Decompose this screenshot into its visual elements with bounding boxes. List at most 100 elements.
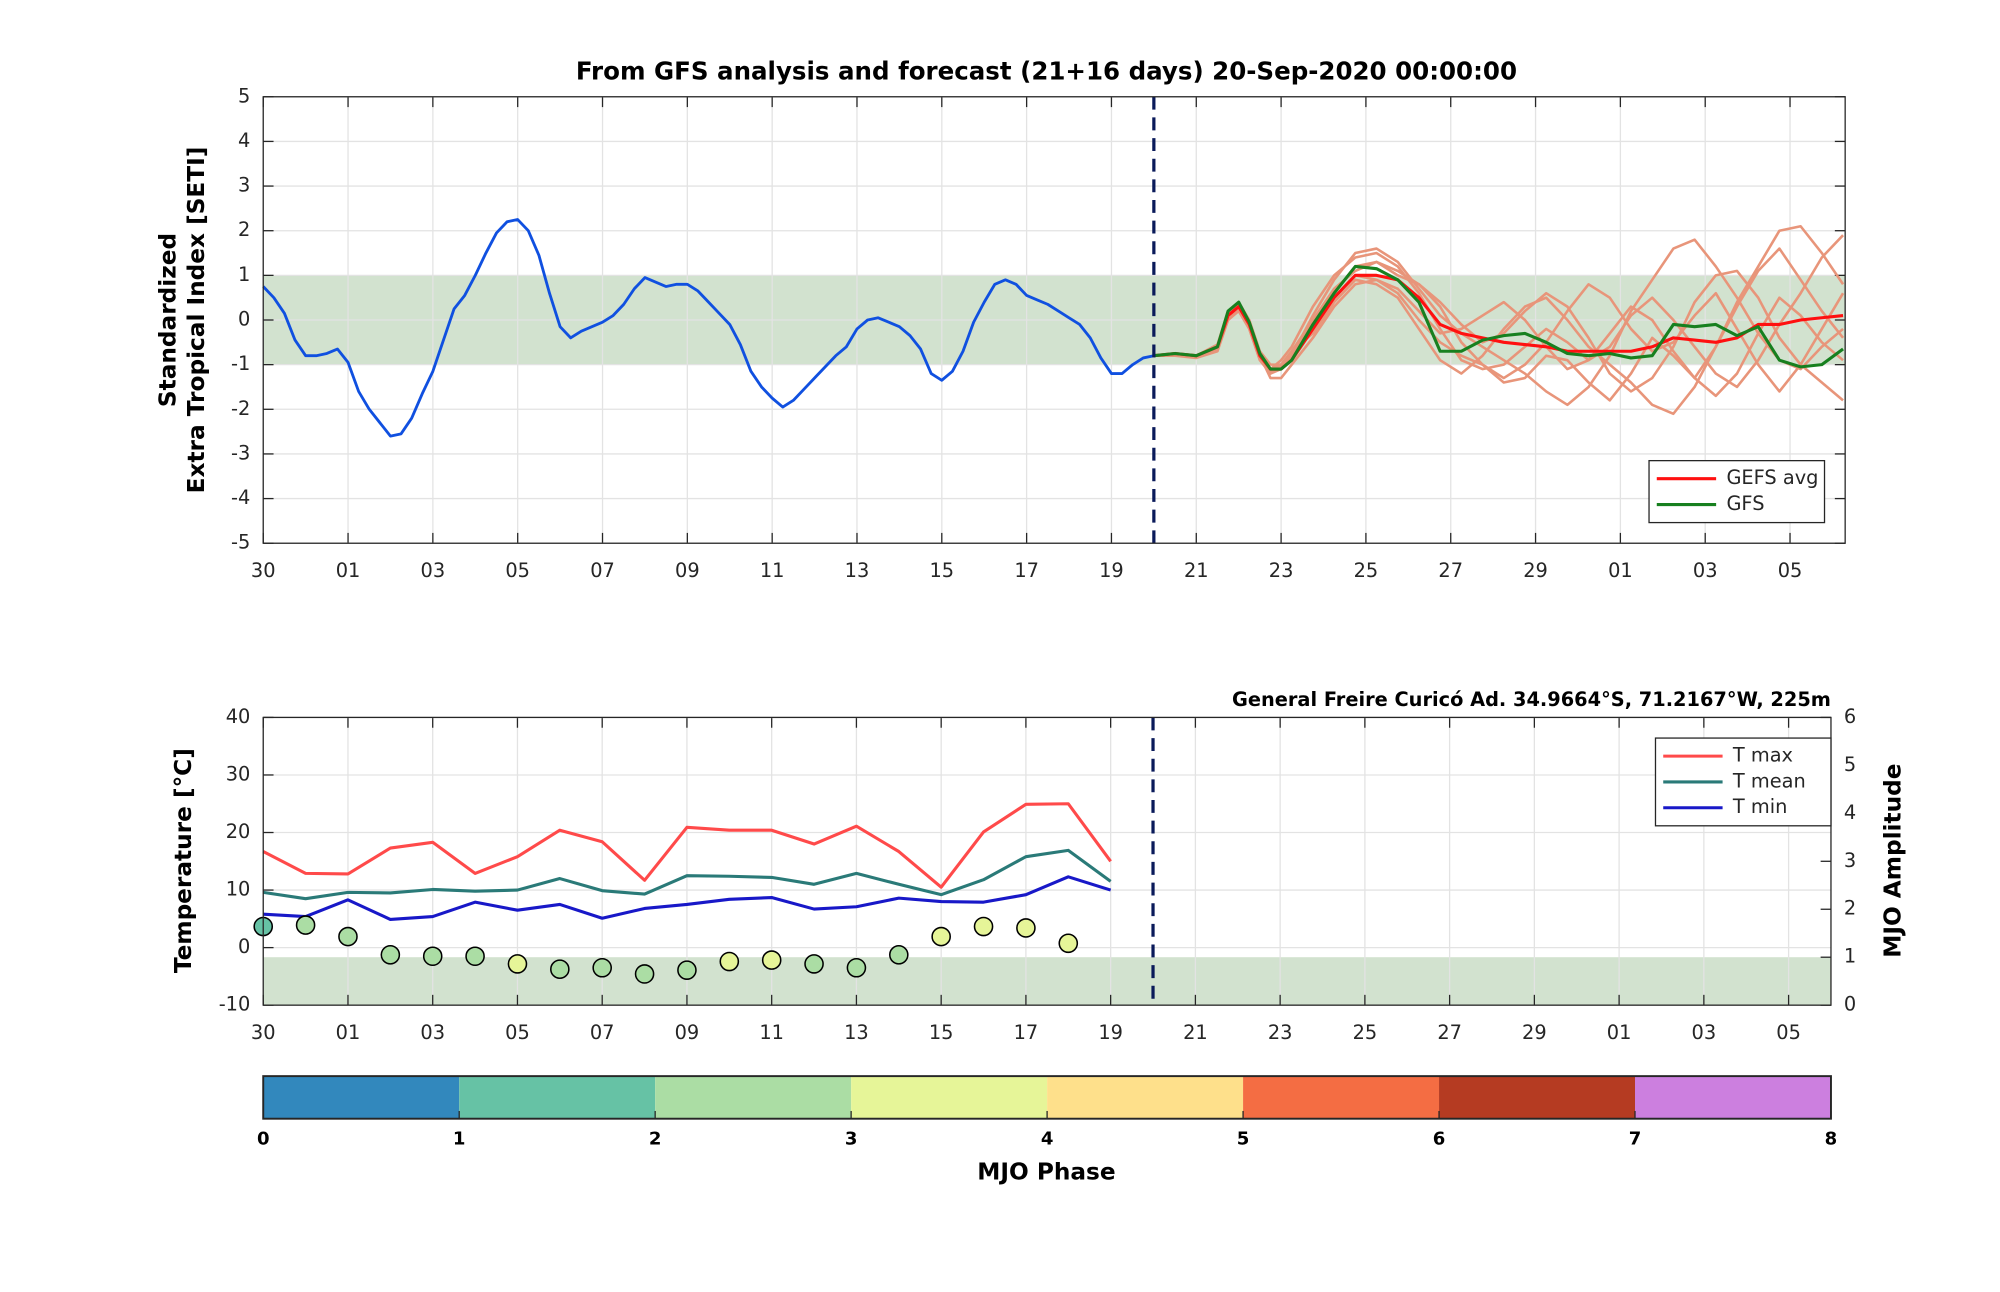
mjo-dot: [973, 916, 994, 937]
colorbar-tick-label: 6: [1433, 1128, 1446, 1149]
colorbar-tick-label: 4: [1041, 1128, 1054, 1149]
legend-label: T max: [1732, 744, 1793, 767]
y2-tick-label: 3: [1844, 849, 1856, 872]
legend-label: T min: [1732, 795, 1787, 818]
legend-label: GEFS avg: [1726, 466, 1818, 489]
x-tick-label: 11: [759, 1021, 784, 1044]
colorbar-label: MJO Phase: [977, 1158, 1115, 1185]
x-tick-label: 03: [1692, 1021, 1717, 1044]
analysis-line: [262, 218, 1155, 438]
mjo-dot: [338, 926, 358, 947]
y-tick-label: -10: [219, 993, 251, 1016]
y-tick-label: 40: [226, 705, 251, 728]
x-tick-label: 01: [1607, 1021, 1632, 1044]
y-tick-label: -2: [231, 397, 250, 420]
x-tick-label: 17: [1014, 1021, 1039, 1044]
x-tick-label: 15: [929, 1021, 954, 1044]
x-tick-label: 23: [1268, 1021, 1293, 1044]
mjo-dot: [846, 957, 867, 978]
colorbar-tick-label: 7: [1629, 1128, 1642, 1149]
mjo-dot: [1016, 918, 1036, 938]
x-tick-label: 03: [421, 559, 446, 582]
x-tick-label: 05: [1776, 1021, 1801, 1044]
y-tick-label: 3: [238, 174, 250, 197]
y-tick-label: -3: [231, 441, 250, 464]
x-tick-label: 05: [505, 559, 530, 582]
x-tick-label: 05: [1778, 559, 1803, 582]
mjo-dot: [761, 950, 782, 970]
x-tick-label: 03: [420, 1021, 445, 1044]
colorbar-cell: [851, 1076, 1048, 1119]
mjo-dot: [507, 954, 528, 974]
mjo-dot: [465, 946, 485, 967]
x-tick-label: 13: [845, 559, 870, 582]
x-tick-label: 27: [1438, 559, 1463, 582]
x-tick-label: 23: [1269, 559, 1294, 582]
mjo-dot: [804, 954, 824, 974]
mjo-dot: [719, 951, 740, 972]
y-tick-label: 1: [238, 263, 250, 286]
colorbar-cell: [1243, 1076, 1440, 1119]
x-tick-label: 01: [336, 559, 361, 582]
colorbar-tick-label: 3: [845, 1128, 858, 1149]
x-tick-label: 21: [1184, 559, 1209, 582]
x-tick-label: 05: [505, 1021, 530, 1044]
x-tick-label: 29: [1523, 559, 1548, 582]
y-tick-label: 20: [226, 820, 251, 843]
colorbar-cell: [263, 1076, 460, 1119]
legend-box: [1648, 460, 1826, 524]
station-title: General Freire Curicó Ad. 34.9664°S, 71.…: [1232, 688, 1831, 711]
mjo-dot: [295, 915, 316, 935]
mjo-dot: [592, 957, 613, 978]
y2-tick-label: 6: [1844, 705, 1856, 728]
x-tick-label: 17: [1014, 559, 1039, 582]
series-line: [262, 848, 1112, 901]
axes-box: [262, 96, 1846, 544]
colorbar-tick-label: 1: [453, 1128, 466, 1149]
x-tick-label: 13: [844, 1021, 869, 1044]
y-axis-label: Extra Tropical Index [SETI]: [183, 147, 210, 494]
x-tick-label: 09: [675, 1021, 700, 1044]
y2-tick-label: 4: [1844, 801, 1856, 824]
x-tick-label: 29: [1522, 1021, 1547, 1044]
colorbar-box: [262, 1075, 1832, 1120]
x-tick-label: 15: [929, 559, 954, 582]
y2-axis-label: MJO Amplitude: [1880, 764, 1907, 958]
y2-tick-label: 0: [1844, 993, 1856, 1016]
x-tick-label: 19: [1099, 559, 1124, 582]
chart-title: From GFS analysis and forecast (21+16 da…: [576, 56, 1517, 85]
y-axis-label: Standardized: [155, 233, 182, 407]
colorbar-cell: [1047, 1076, 1244, 1119]
mjo-dot: [677, 960, 697, 980]
y2-tick-label: 5: [1844, 753, 1856, 776]
y-tick-label: -1: [231, 352, 250, 375]
colorbar-cell: [655, 1076, 852, 1119]
y-tick-label: 0: [238, 308, 250, 331]
y-tick-label: -5: [231, 531, 250, 554]
y-tick-label: 0: [238, 935, 250, 958]
x-tick-label: 25: [1354, 559, 1379, 582]
y-tick-label: 30: [226, 762, 251, 785]
x-tick-label: 30: [251, 1021, 276, 1044]
colorbar-tick-label: 8: [1825, 1128, 1838, 1149]
y-tick-label: -4: [231, 486, 250, 509]
colorbar-tick-label: 5: [1237, 1128, 1250, 1149]
mjo-dot: [931, 926, 951, 947]
x-tick-label: 30: [251, 559, 276, 582]
legend-label: GFS: [1726, 492, 1764, 515]
x-tick-label: 07: [590, 559, 615, 582]
colorbar-tick-label: 0: [257, 1128, 270, 1149]
colorbar-cell: [1439, 1076, 1635, 1119]
mjo-dot: [422, 946, 443, 967]
mjo-dot: [888, 944, 909, 965]
series-line: [263, 875, 1112, 921]
y-tick-label: 10: [226, 878, 251, 901]
mjo-dot: [634, 964, 655, 984]
x-tick-label: 07: [590, 1021, 615, 1044]
mjo-dot: [380, 944, 401, 965]
x-tick-label: 21: [1183, 1021, 1208, 1044]
x-tick-label: 01: [1608, 559, 1633, 582]
axes-box: [262, 716, 1832, 1006]
